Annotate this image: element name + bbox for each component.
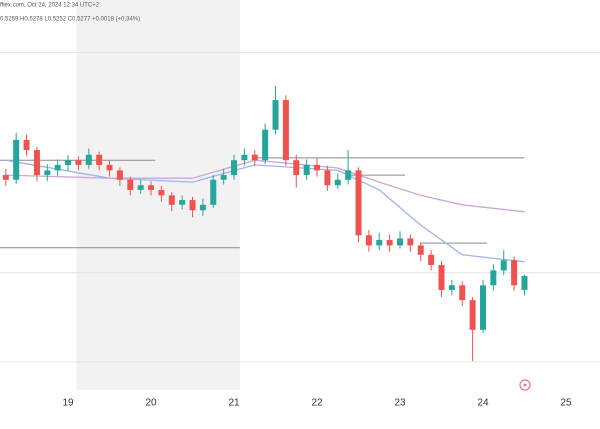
candle-body bbox=[13, 139, 20, 180]
x-tick-label: 25 bbox=[560, 398, 572, 409]
candle-body bbox=[365, 235, 372, 246]
candle-body bbox=[44, 170, 51, 176]
candle-body bbox=[199, 204, 206, 211]
candle-body bbox=[500, 260, 507, 271]
candle-body bbox=[345, 170, 352, 180]
candle-body bbox=[2, 175, 9, 180]
candle-body bbox=[241, 154, 248, 161]
candle-body bbox=[355, 170, 362, 236]
candle-body bbox=[282, 100, 289, 161]
candle-body bbox=[251, 154, 258, 161]
candle-body bbox=[407, 238, 414, 246]
candle-body bbox=[479, 285, 486, 330]
candle-body bbox=[469, 300, 476, 330]
candle-body bbox=[189, 200, 196, 211]
candle-body bbox=[231, 160, 238, 176]
candle-body bbox=[324, 170, 331, 186]
candle-body bbox=[428, 254, 435, 265]
candle-body bbox=[448, 285, 455, 290]
header-ohlc: 0.5259 H0.5278 L0.5252 C0.5277 +0.0018 (… bbox=[0, 17, 140, 23]
candle-body bbox=[85, 154, 92, 165]
candle-body bbox=[397, 238, 403, 246]
candle-body bbox=[303, 164, 310, 176]
candle-body bbox=[386, 239, 393, 246]
candle-body bbox=[33, 150, 40, 176]
candle-body bbox=[262, 129, 269, 161]
candle-body bbox=[376, 239, 383, 246]
candle-body bbox=[168, 195, 175, 205]
x-tick-label: 24 bbox=[477, 398, 489, 409]
candle-body bbox=[179, 200, 186, 205]
candle-body bbox=[459, 285, 466, 301]
candle-body bbox=[65, 160, 72, 165]
candle-body bbox=[314, 164, 321, 171]
candle-body bbox=[106, 164, 113, 171]
candle-body bbox=[158, 189, 165, 196]
candle-body bbox=[148, 185, 155, 190]
candle-body bbox=[438, 264, 445, 290]
x-tick-label: 23 bbox=[394, 398, 406, 409]
icon-dot bbox=[523, 383, 527, 387]
candle-body bbox=[511, 260, 518, 286]
candle-body bbox=[521, 275, 528, 290]
candle-body bbox=[75, 160, 82, 165]
x-tick-label: 20 bbox=[145, 398, 157, 409]
x-tick-label: 19 bbox=[62, 398, 74, 409]
candle-body bbox=[137, 185, 144, 190]
candle-body bbox=[127, 179, 134, 190]
x-tick-label: 22 bbox=[311, 398, 323, 409]
candle-body bbox=[334, 179, 341, 186]
candle-body bbox=[490, 270, 497, 286]
candle-body bbox=[417, 245, 424, 255]
moving-average bbox=[5, 159, 525, 263]
candle-body bbox=[293, 160, 300, 176]
header-source: ffiex.com, Oct 24, 2024 12:34 UTC+2 bbox=[0, 3, 100, 9]
icon[interactable] bbox=[519, 379, 531, 391]
candle-body bbox=[96, 154, 103, 165]
candle-body bbox=[23, 139, 30, 151]
candle-body bbox=[272, 100, 279, 130]
candle-body bbox=[210, 179, 217, 205]
moving-average bbox=[5, 159, 525, 213]
candle-body bbox=[116, 170, 123, 180]
candle-body bbox=[220, 175, 227, 180]
x-tick-label: 21 bbox=[228, 398, 240, 409]
candle-body bbox=[54, 164, 61, 171]
